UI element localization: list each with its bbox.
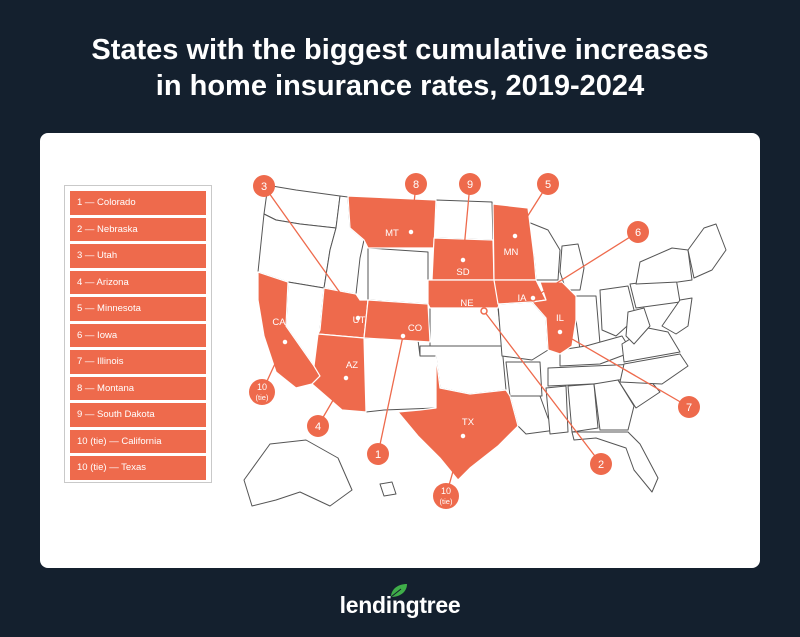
tie-label: (tie)	[256, 393, 269, 402]
rank-badge	[367, 443, 389, 465]
state-ak	[243, 439, 353, 507]
legend-item: 7 — Illinois	[70, 350, 206, 374]
state-dot	[459, 256, 467, 264]
rank-number: 5	[545, 179, 551, 191]
state-label-ut: UT	[353, 315, 366, 326]
state-label-mn: MN	[504, 247, 519, 258]
state-label-tx: TX	[462, 417, 475, 428]
state-label-ca: CA	[272, 317, 286, 328]
state-ar	[505, 361, 543, 397]
title-line-1: States with the biggest cumulative incre…	[91, 34, 709, 66]
rank-number: 10	[257, 382, 267, 392]
state-label-mt: MT	[385, 228, 399, 239]
legend-item: 10 (tie) — California	[70, 429, 206, 453]
legend-item: 3 — Utah	[70, 244, 206, 268]
rank-number: 10	[441, 486, 451, 496]
title-line-2: in home insurance rates, 2019-2024	[155, 70, 645, 102]
state-wv	[625, 307, 651, 345]
state-label-il: IL	[556, 313, 564, 324]
rank-badge	[678, 396, 700, 418]
state-new-england	[687, 223, 727, 279]
rank-number: 2	[598, 459, 604, 471]
rank-number: 6	[635, 227, 641, 239]
legend-item: 4 — Arizona	[70, 270, 206, 294]
state-dot	[459, 432, 467, 440]
legend-item: 8 — Montana	[70, 376, 206, 400]
leader-line	[263, 185, 359, 319]
rank-number: 1	[375, 449, 381, 461]
rank-legend: 1 — Colorado 2 — Nebraska 3 — Utah 4 — A…	[64, 185, 212, 483]
rank-number: 3	[261, 181, 267, 193]
state-il	[531, 281, 577, 355]
state-dot	[407, 228, 415, 236]
state-mi	[559, 243, 585, 291]
rank-number: 8	[413, 179, 419, 191]
rank-badge	[627, 221, 649, 243]
state-dot	[480, 307, 488, 315]
state-tx	[397, 355, 519, 481]
rank-number: 7	[686, 402, 692, 414]
rank-badge	[405, 173, 427, 195]
state-mn	[492, 203, 537, 281]
state-fl	[571, 431, 659, 493]
legend-item: 10 (tie) — Texas	[70, 456, 206, 480]
state-label-sd: SD	[456, 267, 469, 278]
state-ga	[593, 379, 635, 431]
state-dot	[342, 374, 350, 382]
state-dot	[399, 332, 407, 340]
brand-logo: lendingtree	[339, 592, 461, 618]
state-in	[575, 295, 601, 351]
legend-item: 2 — Nebraska	[70, 217, 206, 241]
state-nj-md-de	[661, 297, 693, 335]
state-wy	[367, 247, 429, 305]
rank-badge	[433, 483, 459, 509]
rank-badge	[590, 453, 612, 475]
legend-item: 9 — South Dakota	[70, 403, 206, 427]
rank-badge	[307, 415, 329, 437]
legend-item: 1 — Colorado	[70, 191, 206, 215]
legend-item: 5 — Minnesota	[70, 297, 206, 321]
rank-badge	[459, 173, 481, 195]
state-ny	[635, 247, 693, 285]
state-dot	[529, 294, 537, 302]
state-ms	[545, 385, 569, 435]
leader-line	[377, 335, 404, 455]
page-title: States with the biggest cumulative incre…	[0, 32, 800, 104]
tie-label: (tie)	[440, 497, 453, 506]
rank-badge	[537, 173, 559, 195]
state-dot	[511, 232, 519, 240]
state-label-ne: NE	[460, 298, 473, 309]
rank-badge	[253, 175, 275, 197]
state-label-co: CO	[408, 323, 422, 334]
leader-line	[462, 183, 471, 261]
state-dot	[354, 314, 362, 322]
state-al	[567, 383, 599, 433]
leader-line	[559, 331, 690, 408]
state-hi	[379, 481, 397, 497]
state-label-az: AZ	[346, 360, 358, 371]
state-dot	[281, 338, 289, 346]
state-ut	[317, 287, 369, 339]
state-az	[311, 333, 367, 413]
state-nd	[433, 199, 494, 241]
leader-line	[483, 310, 602, 465]
state-co	[363, 299, 431, 343]
rank-badge	[249, 379, 275, 405]
leader-line	[532, 231, 639, 299]
leaf-icon	[390, 584, 407, 598]
state-ks	[429, 307, 503, 347]
state-label-ia: IA	[518, 293, 528, 304]
rank-number: 4	[315, 421, 321, 433]
rank-number: 9	[467, 179, 473, 191]
state-dot	[556, 328, 564, 336]
legend-item: 6 — Iowa	[70, 323, 206, 347]
